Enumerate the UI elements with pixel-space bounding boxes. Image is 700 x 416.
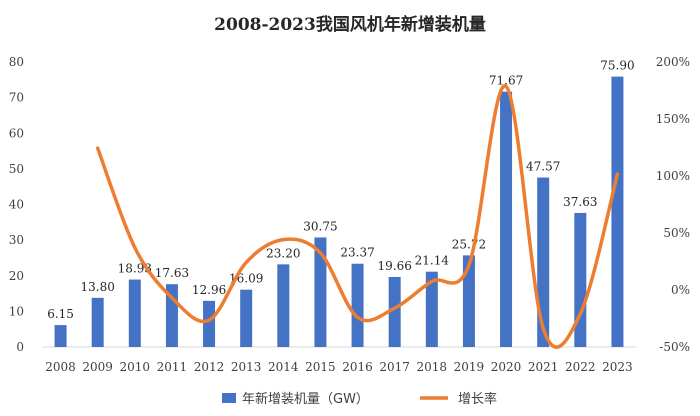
x-tick-label: 2014 (268, 360, 299, 374)
y-left-tick-label: 20 (9, 269, 24, 283)
bar (314, 237, 327, 347)
bar (351, 263, 364, 347)
x-tick-label: 2009 (82, 360, 113, 374)
y-left-tick-label: 80 (9, 55, 24, 69)
bar-data-label: 75.90 (600, 59, 634, 73)
y-right-tick-label: 150% (656, 112, 690, 126)
bar-data-label: 17.63 (155, 266, 189, 280)
y-left-tick-label: 60 (9, 126, 24, 140)
y-left-tick-label: 70 (9, 91, 24, 105)
bar-data-label: 21.14 (415, 254, 450, 268)
bar-data-label: 37.63 (563, 195, 597, 209)
y-right-tick-label: 100% (656, 169, 690, 183)
x-tick-label: 2008 (45, 360, 76, 374)
y-right-tick-label: 50% (663, 226, 690, 240)
legend-line-label: 增长率 (458, 391, 497, 407)
y-right-tick-label: -50% (659, 340, 690, 354)
bar-data-label: 23.20 (266, 246, 300, 260)
bar-data-label: 6.15 (47, 307, 74, 321)
axes: 0 10 20 30 40 50 60 70 80 -50% 0% 50% 100% 150% 200% (9, 55, 690, 354)
bar-data-label: 71.67 (489, 74, 523, 88)
x-tick-label: 2010 (120, 360, 151, 374)
x-tick-label: 2023 (602, 360, 633, 374)
y-left-tick-label: 10 (9, 304, 24, 318)
bar-data-label: 30.75 (303, 219, 337, 233)
bar (425, 271, 438, 347)
y-left-tick-label: 30 (9, 233, 24, 247)
x-tick-label: 2019 (454, 360, 485, 374)
bar (611, 76, 624, 347)
x-tick-label: 2011 (157, 360, 188, 374)
x-tick-label: 2013 (231, 360, 262, 374)
bar-data-label: 19.66 (378, 259, 412, 273)
legend-bar-swatch (222, 393, 236, 403)
chart-title: 2008-2023我国风机年新增装机量 (214, 14, 486, 35)
bar (500, 91, 513, 347)
bar (537, 177, 550, 347)
x-tick-label: 2022 (565, 360, 596, 374)
bar-data-label: 47.57 (526, 160, 560, 174)
x-tick-label: 2016 (342, 360, 373, 374)
line-series (95, 84, 620, 349)
bar (54, 325, 67, 347)
x-tick-label: 2017 (379, 360, 410, 374)
bar (128, 279, 141, 347)
growth-rate-line (95, 84, 620, 349)
y-right-tick-label: 0% (671, 283, 690, 297)
bar (240, 289, 253, 347)
bar (277, 264, 290, 347)
bar (91, 297, 104, 347)
bar (462, 255, 475, 347)
y-right-tick-label: 200% (656, 55, 690, 69)
bar-data-label: 25.72 (452, 237, 486, 251)
bar-data-label: 13.80 (81, 280, 115, 294)
bar (388, 276, 401, 347)
y-left-tick-label: 40 (9, 198, 24, 212)
bar (203, 300, 216, 347)
y-left-tick-label: 0 (16, 340, 24, 354)
x-tick-label: 2021 (528, 360, 559, 374)
bar-data-label: 12.96 (192, 283, 226, 297)
x-tick-label: 2012 (194, 360, 225, 374)
legend-bar-label: 年新增装机量（GW） (242, 391, 369, 407)
x-tick-label: 2018 (417, 360, 448, 374)
legend: 年新增装机量（GW） 增长率 (222, 391, 497, 407)
bar-data-label: 23.37 (340, 246, 374, 260)
bar (574, 212, 587, 347)
x-axis-ticks: 2008 2009 2010 2011 2012 2013 2014 2015 2016 2017… (45, 360, 632, 374)
x-tick-label: 2020 (491, 360, 522, 374)
x-tick-label: 2015 (305, 360, 336, 374)
y-left-tick-label: 50 (9, 162, 24, 176)
